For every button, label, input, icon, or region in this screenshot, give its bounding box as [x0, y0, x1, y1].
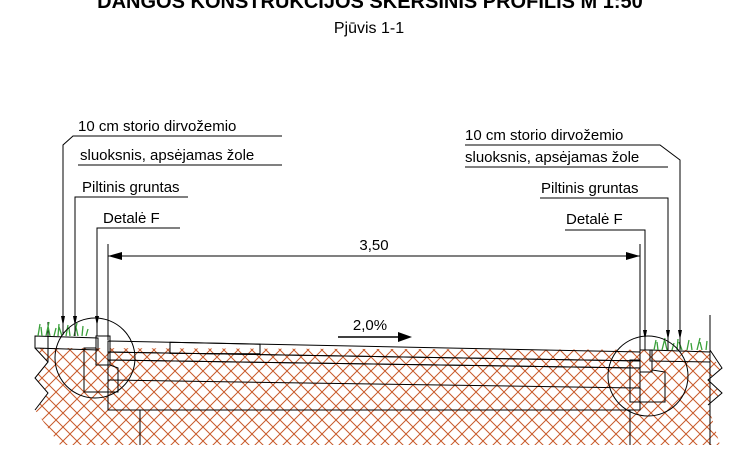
pavement-insert — [169, 341, 261, 355]
right-topsoil-label-2: sluoksnis, apsėjamas žole — [465, 149, 639, 166]
fill-soil-body — [34, 315, 723, 445]
right-detail-label: Detalė F — [566, 211, 623, 228]
right-fill-soil-label: Piltinis gruntas — [541, 180, 639, 197]
page-title: DANGOS KONSTRUKCIJOS SKERSINIS PROFILIS … — [97, 0, 643, 13]
left-fill-soil-label: Piltinis gruntas — [82, 179, 180, 196]
left-curb — [54, 317, 136, 399]
slope-value: 2,0% — [353, 317, 387, 334]
width-dimension-value: 3,50 — [359, 237, 388, 254]
right-topsoil-label-1: 10 cm storio dirvožemio — [465, 127, 623, 144]
section-subtitle: Pjūvis 1-1 — [334, 20, 404, 37]
right-annotations: 10 cm storio dirvožemio sluoksnis, apsėj… — [465, 127, 682, 350]
right-curb — [607, 335, 689, 417]
width-dimension: 3,50 — [107, 237, 641, 350]
left-topsoil-label-2: sluoksnis, apsėjamas žole — [80, 147, 254, 164]
slope-indicator: 2,0% — [338, 317, 412, 342]
left-annotations: 10 cm storio dirvožemio sluoksnis, apsėj… — [61, 118, 282, 336]
left-detail-label: Detalė F — [103, 210, 160, 227]
left-grass — [37, 321, 89, 337]
left-topsoil-label-1: 10 cm storio dirvožemio — [78, 118, 236, 135]
right-topsoil-layer — [649, 349, 711, 363]
left-topsoil-layer — [34, 335, 99, 351]
